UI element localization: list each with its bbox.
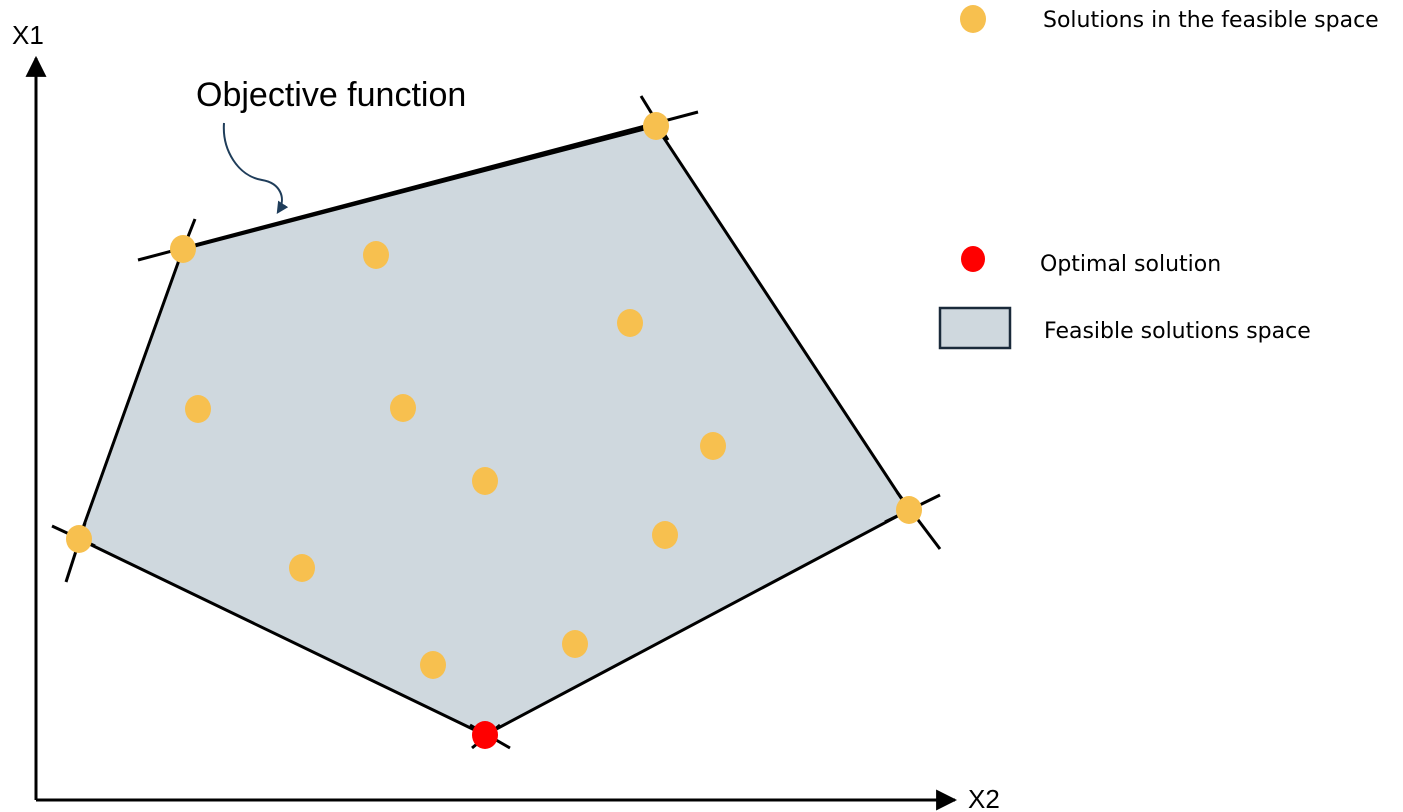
feasible-points (66, 112, 922, 679)
feasible-point (896, 496, 922, 524)
feasible-point (472, 467, 498, 495)
objective-function-label: Objective function (196, 76, 466, 114)
y-axis-label: X1 (12, 20, 44, 50)
feasible-point (289, 554, 315, 582)
feasible-point (643, 112, 669, 140)
legend-optimal-marker (961, 246, 985, 272)
legend-feasible-point-label: Solutions in the feasible space (1043, 8, 1379, 33)
feasible-point (185, 395, 211, 423)
feasible-point (170, 235, 196, 263)
feasible-point (66, 525, 92, 553)
x-axis-label: X2 (968, 784, 1000, 812)
feasible-point (390, 394, 416, 422)
legend-feasible-point-marker (960, 5, 986, 33)
legend: Solutions in the feasible space Optimal … (938, 5, 1379, 350)
feasible-point (420, 651, 446, 679)
legend-region-label: Feasible solutions space (1044, 319, 1311, 344)
legend-optimal-label: Optimal solution (1040, 252, 1221, 277)
feasible-region (77, 124, 911, 737)
legend-region-swatch (938, 306, 1012, 350)
feasible-point (562, 630, 588, 658)
feasible-point (363, 241, 389, 269)
feasible-point (700, 432, 726, 460)
constraint-line-top (137, 110, 699, 262)
feasible-point (617, 309, 643, 337)
objective-function-arrow (222, 122, 289, 215)
feasible-point (652, 521, 678, 549)
optimal-point (472, 721, 498, 749)
